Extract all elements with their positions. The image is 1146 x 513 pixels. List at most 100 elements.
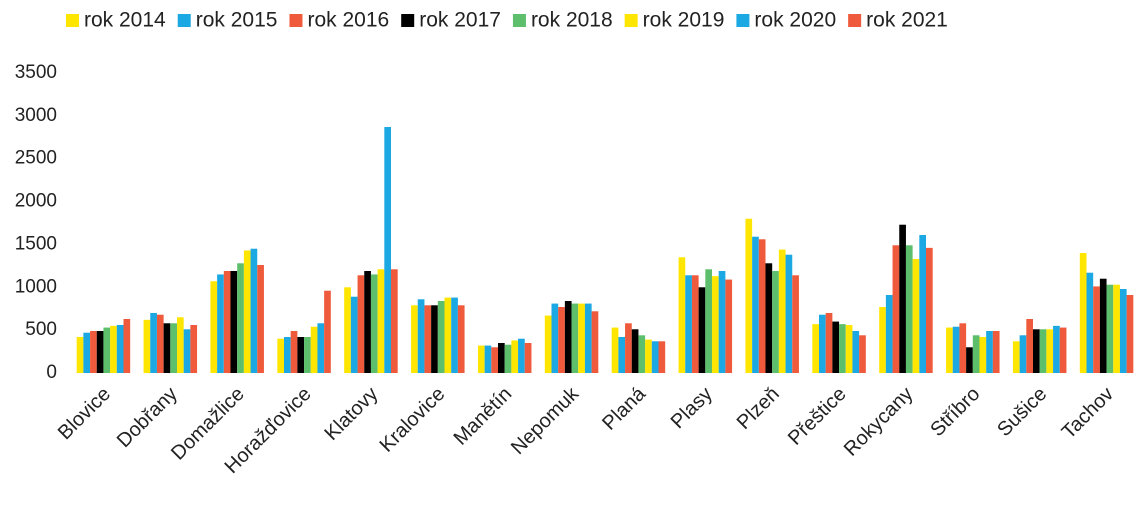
bar [778,249,786,373]
bar [952,326,960,373]
bar [324,290,331,373]
bar [718,271,726,373]
y-tick-label: 0 [46,362,57,383]
bar [678,257,686,373]
bar [825,313,833,373]
y-tick-label: 3500 [15,62,57,83]
bar [317,323,325,373]
bar [76,337,84,373]
bar [611,327,619,373]
x-tick-label: Rokycany [840,383,918,461]
bar [645,339,652,373]
x-tick-label: Blovice [54,383,115,444]
bar [571,303,579,373]
bar [785,254,793,373]
bar [364,271,371,373]
bar [1046,329,1054,373]
x-tick-label: Přeštice [784,383,851,450]
x-tick-label: Dobřany [113,383,182,452]
bar [926,247,933,373]
bar [885,295,893,373]
bar [1019,335,1027,373]
bar [411,305,418,373]
bar [1093,286,1100,373]
bar [705,269,712,373]
legend-swatch [177,14,191,27]
bar [1012,341,1020,373]
legend-swatch [736,14,750,27]
bar [1099,278,1107,373]
bar [424,305,432,373]
bar [979,337,987,373]
bar [518,338,525,373]
bar [498,343,505,373]
bar [819,314,826,373]
legend-label: rok 2018 [531,9,613,32]
bar [504,344,512,373]
bar [685,275,692,373]
bar [116,325,124,373]
bar [712,276,719,373]
bar [1053,325,1060,373]
y-tick-label: 500 [25,319,57,340]
bar [638,335,646,373]
bar [551,303,559,373]
x-tick-label: Planá [598,382,650,434]
bar [150,313,157,373]
legend-label: rok 2014 [84,9,166,32]
x-tick-label: Plasy [667,383,717,433]
bar [377,269,385,373]
bar [625,323,632,373]
legend-swatch [848,14,862,27]
bar [959,323,967,373]
bar [584,303,592,373]
bar [250,248,258,373]
bar [437,301,445,373]
bar [591,311,599,373]
bar [304,337,311,373]
bar [243,250,251,373]
bar [391,269,398,373]
bar [484,345,492,373]
bar [905,245,913,373]
bar [257,265,264,373]
bar [839,324,846,373]
x-tick-label: Tachov [1058,383,1118,443]
legend-label: rok 2015 [196,9,278,32]
bar [370,274,378,373]
bar [177,317,184,373]
bar [491,347,498,373]
bar [564,301,572,373]
bar [96,331,104,373]
x-tick-label: Sušice [993,383,1051,441]
bar [879,307,886,373]
x-tick-label: Manětín [450,383,517,450]
x-tick-label: Stříbro [926,383,984,441]
bar [511,340,519,373]
bar [658,341,666,373]
y-tick-label: 2500 [15,148,57,169]
bar [223,271,231,373]
bar [217,274,224,373]
bar [986,331,993,373]
bar [524,343,532,373]
bar [83,332,91,373]
bar [946,327,953,373]
bar [691,275,699,373]
bar [156,314,164,373]
bar [792,275,799,373]
y-tick-label: 1000 [15,276,57,297]
bar [892,245,900,373]
legend-swatch [624,14,638,27]
legend-swatch [401,14,415,27]
bar [558,307,565,373]
bar [812,324,819,373]
x-tick-label: Kralovice [376,383,450,457]
bar [1106,284,1114,373]
bar [90,331,97,373]
bar [297,337,305,373]
x-tick-label: Plzeň [733,383,784,434]
bar [1126,295,1134,373]
legend-swatch [289,14,303,27]
